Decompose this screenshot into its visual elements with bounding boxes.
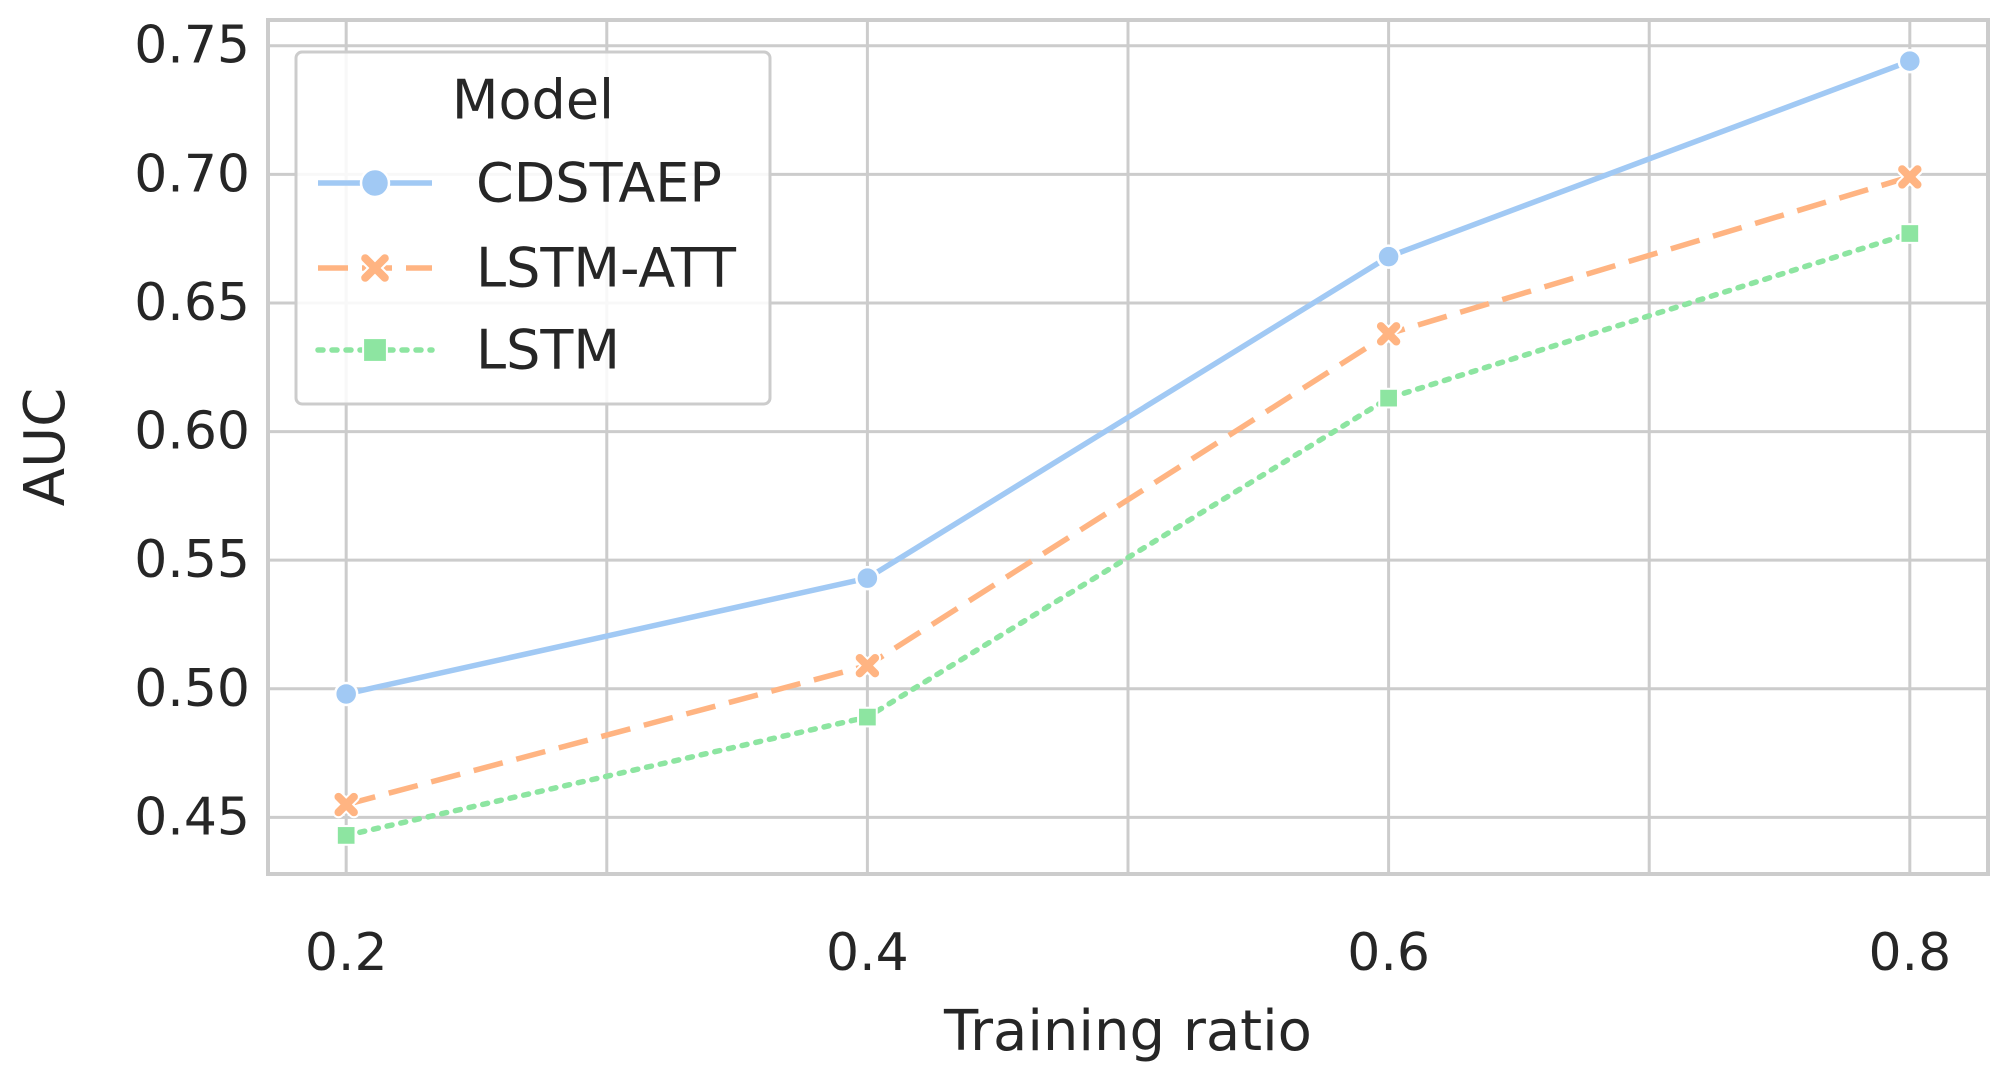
data-point xyxy=(333,681,359,707)
y-tick-label: 0.55 xyxy=(134,530,250,590)
legend-item-lstm: LSTM xyxy=(315,319,620,382)
data-point xyxy=(362,337,388,363)
data-point xyxy=(1378,387,1399,409)
data-point xyxy=(853,651,882,680)
series-lstm-att xyxy=(332,163,1924,819)
data-point xyxy=(855,565,880,591)
data-point xyxy=(1899,223,1921,244)
y-tick-label: 0.75 xyxy=(134,16,250,76)
y-axis-label: AUC xyxy=(13,388,78,506)
series-lstm xyxy=(335,223,1921,846)
data-point xyxy=(359,252,391,284)
series-cdstaep xyxy=(333,48,1923,707)
legend-item-lstm-att: LSTM-ATT xyxy=(318,237,737,300)
legend-item-cdstaep: CDSTAEP xyxy=(318,152,722,215)
y-tick-label: 0.50 xyxy=(134,659,250,719)
series-layer xyxy=(332,48,1924,846)
data-point xyxy=(359,167,391,199)
legend-items: CDSTAEP LSTM-ATT LSTM xyxy=(315,152,737,382)
y-tick-label: 0.70 xyxy=(134,144,250,204)
plot-frame xyxy=(266,18,1990,876)
series-line xyxy=(345,58,1911,697)
legend-label: CDSTAEP xyxy=(476,152,722,215)
x-tick-label: 0.2 xyxy=(305,923,388,983)
x-tick-label: 0.4 xyxy=(826,923,909,983)
series-line xyxy=(345,174,1911,808)
legend-title: Model xyxy=(452,69,614,132)
y-tick-label: 0.65 xyxy=(134,273,250,333)
series-line xyxy=(343,230,1913,839)
legend-label: LSTM xyxy=(476,319,620,382)
x-tick-label: 0.8 xyxy=(1868,923,1951,983)
data-point xyxy=(1374,320,1403,348)
data-point xyxy=(335,825,357,846)
data-point xyxy=(332,790,360,819)
x-tick-label: 0.6 xyxy=(1347,923,1430,983)
x-tick-labels: 0.2 0.4 0.6 0.8 xyxy=(305,923,1951,983)
y-tick-label: 0.60 xyxy=(134,402,250,462)
data-point xyxy=(1897,48,1923,74)
legend: Model CDSTAEP LSTM-ATT LSTM xyxy=(294,50,772,406)
y-tick-labels: 0.45 0.50 0.55 0.60 0.65 0.70 0.75 xyxy=(134,16,250,848)
data-point xyxy=(1896,163,1924,191)
legend-box xyxy=(294,50,772,406)
data-point xyxy=(857,706,878,728)
x-axis-label: Training ratio xyxy=(943,999,1312,1064)
legend-label: LSTM-ATT xyxy=(476,237,737,300)
data-point xyxy=(1376,244,1401,269)
y-tick-label: 0.45 xyxy=(134,787,250,847)
